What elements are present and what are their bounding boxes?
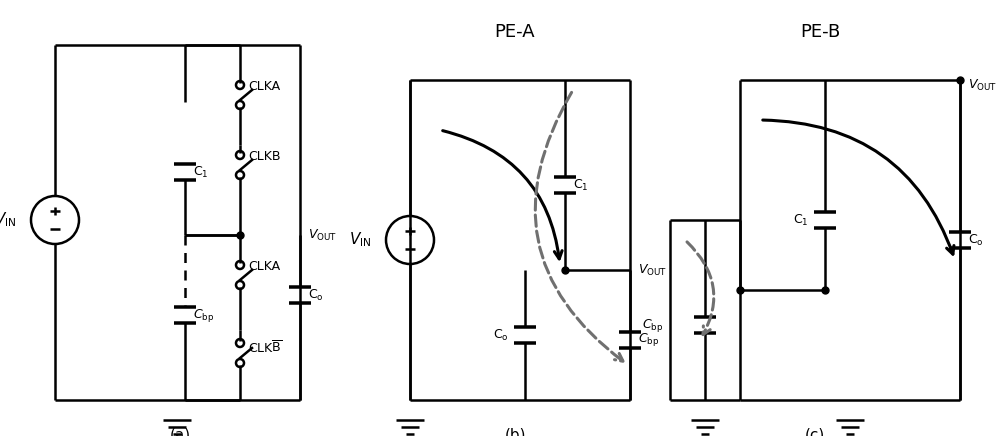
Text: (b): (b)	[504, 428, 526, 436]
Text: $C_\mathrm{bp}$: $C_\mathrm{bp}$	[642, 317, 663, 334]
Text: (a): (a)	[169, 428, 191, 436]
Text: C$_1$: C$_1$	[573, 177, 589, 193]
Text: $C_\mathrm{bp}$: $C_\mathrm{bp}$	[638, 331, 659, 348]
Text: CLKA: CLKA	[248, 81, 280, 93]
Text: C$_1$: C$_1$	[793, 212, 809, 228]
Text: PE-B: PE-B	[800, 23, 840, 41]
Text: $C_\mathrm{bp}$: $C_\mathrm{bp}$	[193, 307, 214, 324]
Text: C$_\mathrm{o}$: C$_\mathrm{o}$	[968, 232, 984, 248]
Text: $V_\mathrm{OUT}$: $V_\mathrm{OUT}$	[308, 228, 337, 242]
Text: C$_\mathrm{o}$: C$_\mathrm{o}$	[308, 287, 324, 303]
Text: PE-A: PE-A	[495, 23, 535, 41]
Text: (c): (c)	[805, 428, 825, 436]
Text: $V_\mathrm{IN}$: $V_\mathrm{IN}$	[0, 211, 16, 229]
Text: CLKA: CLKA	[248, 260, 280, 273]
Text: $V_\mathrm{IN}$: $V_\mathrm{IN}$	[349, 231, 371, 249]
Text: CLKB: CLKB	[248, 150, 280, 164]
Text: CLK$\mathsf{\overline{B}}$: CLK$\mathsf{\overline{B}}$	[248, 340, 282, 356]
Text: $V_\mathrm{OUT}$: $V_\mathrm{OUT}$	[638, 262, 667, 278]
Text: C$_\mathrm{o}$: C$_\mathrm{o}$	[493, 327, 509, 343]
Text: C$_1$: C$_1$	[193, 164, 209, 180]
Text: $V_\mathrm{OUT}$: $V_\mathrm{OUT}$	[968, 78, 997, 92]
